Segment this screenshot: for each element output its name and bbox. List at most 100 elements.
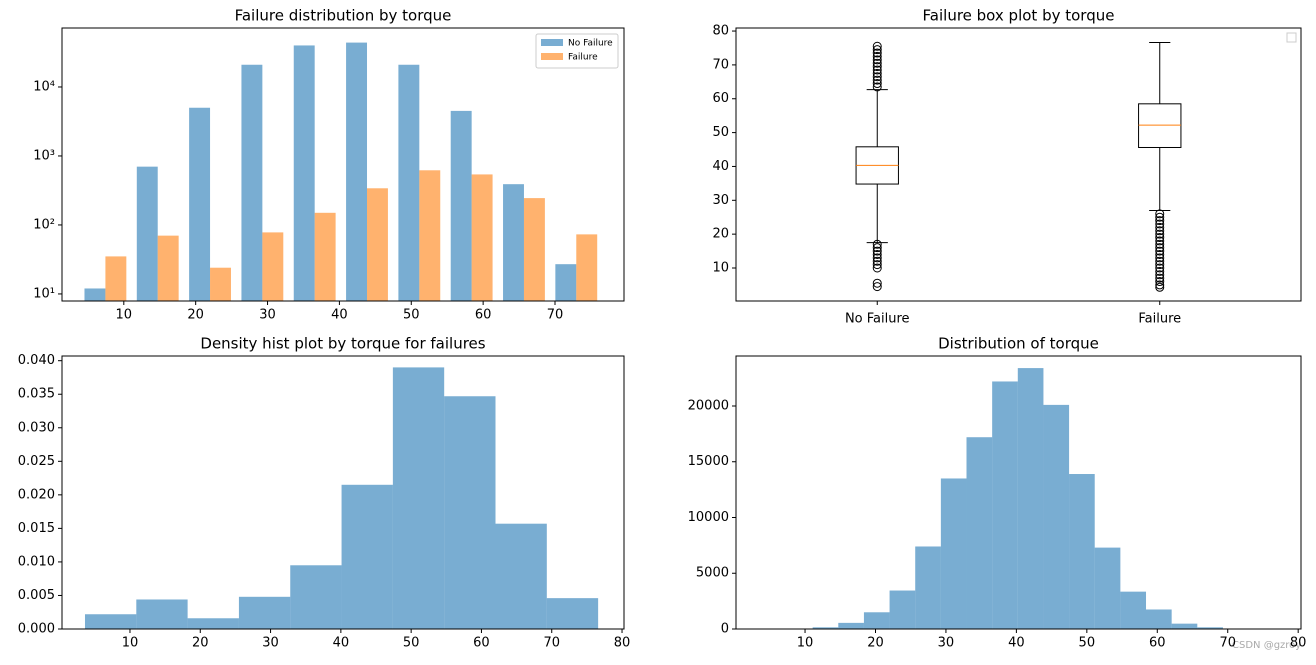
bar [262,232,283,301]
x-tick-label: 20 [867,636,884,651]
bar [393,367,444,629]
bar [444,396,495,629]
x-tick-label: 70 [1219,636,1236,651]
chart-title: Failure distribution by torque [235,7,452,25]
bar [105,256,126,301]
bar [189,108,210,301]
x-tick-label: 40 [333,636,350,651]
bar [547,598,598,629]
bar [992,381,1018,629]
bar [346,43,367,301]
x-tick-label: 50 [403,636,420,651]
bar [555,264,576,301]
bar [472,174,493,301]
x-tick-label: 40 [331,308,348,323]
bar [158,236,179,301]
y-tick-label: 40 [712,159,729,174]
y-tick-label: 10¹ [33,286,55,301]
bar [136,599,187,629]
bar [967,437,993,629]
legend-swatch [541,39,563,46]
y-tick-label: 20 [712,227,729,242]
bar [864,612,890,629]
x-tick-label: Failure [1138,312,1181,327]
x-tick-label: 20 [192,636,209,651]
x-tick-label: 10 [797,636,814,651]
y-tick-label: 0.020 [18,487,55,502]
bar [1146,609,1172,629]
bar [576,234,597,301]
x-tick-label: No Failure [845,312,910,327]
x-tick-label: 40 [1008,636,1025,651]
box [1139,104,1181,148]
x-tick-label: 20 [187,308,204,323]
x-tick-label: 30 [938,636,955,651]
x-tick-label: 10 [122,636,139,651]
bar [241,65,262,301]
bar [1095,548,1121,629]
x-tick-label: 60 [475,308,492,323]
x-tick-label: 50 [1079,636,1096,651]
y-tick-label: 0.035 [18,387,55,402]
x-tick-label: 30 [262,636,279,651]
bar [503,184,524,301]
x-tick-label: 70 [543,636,560,651]
bar [1043,405,1069,629]
y-tick-label: 10² [33,217,55,232]
legend-swatch [541,53,563,60]
bar [419,170,440,301]
y-tick-label: 10⁴ [33,79,55,94]
y-tick-label: 0.000 [18,622,55,637]
bar [239,597,290,629]
bar [210,268,231,301]
legend-label: No Failure [568,39,613,49]
bar [890,591,916,629]
y-tick-label: 0.040 [18,353,55,368]
x-tick-label: 30 [259,308,276,323]
y-tick-label: 20000 [688,398,729,413]
bar [1069,474,1095,629]
y-tick-label: 5000 [696,566,729,581]
bar [1018,368,1044,629]
x-tick-label: 80 [614,636,631,651]
chart-title: Distribution of torque [938,335,1099,353]
chart-title: Density hist plot by torque for failures [200,335,485,353]
y-tick-label: 10 [712,260,729,275]
x-tick-label: 10 [116,308,133,323]
y-tick-label: 0.030 [18,420,55,435]
y-tick-label: 0.015 [18,521,55,536]
bar [315,213,336,301]
x-tick-label: 80 [1290,636,1307,651]
y-tick-label: 70 [712,57,729,72]
y-tick-label: 30 [712,193,729,208]
x-tick-label: 70 [547,308,564,323]
bar [941,478,967,629]
bar [496,524,547,629]
chart-title: Failure box plot by torque [923,7,1115,25]
y-tick-label: 0.025 [18,454,55,469]
bar [524,198,545,301]
y-tick-label: 80 [712,24,729,39]
axes-frame [736,28,1301,301]
legend-label: Failure [568,53,598,63]
bar [367,188,388,301]
bar [188,618,239,629]
y-tick-label: 60 [712,91,729,106]
bar [1172,624,1198,629]
bar [290,565,341,629]
y-tick-label: 10³ [33,148,55,163]
bar [84,288,105,301]
bar [294,45,315,301]
x-tick-label: 60 [1149,636,1166,651]
bar [915,546,941,629]
empty-legend [1287,33,1296,42]
y-tick-label: 0.010 [18,554,55,569]
bar [451,111,472,301]
y-tick-label: 0 [721,622,729,637]
bar [1120,592,1146,629]
bar [85,614,136,629]
x-tick-label: 60 [473,636,490,651]
y-tick-label: 10000 [688,510,729,525]
bar [838,623,864,629]
